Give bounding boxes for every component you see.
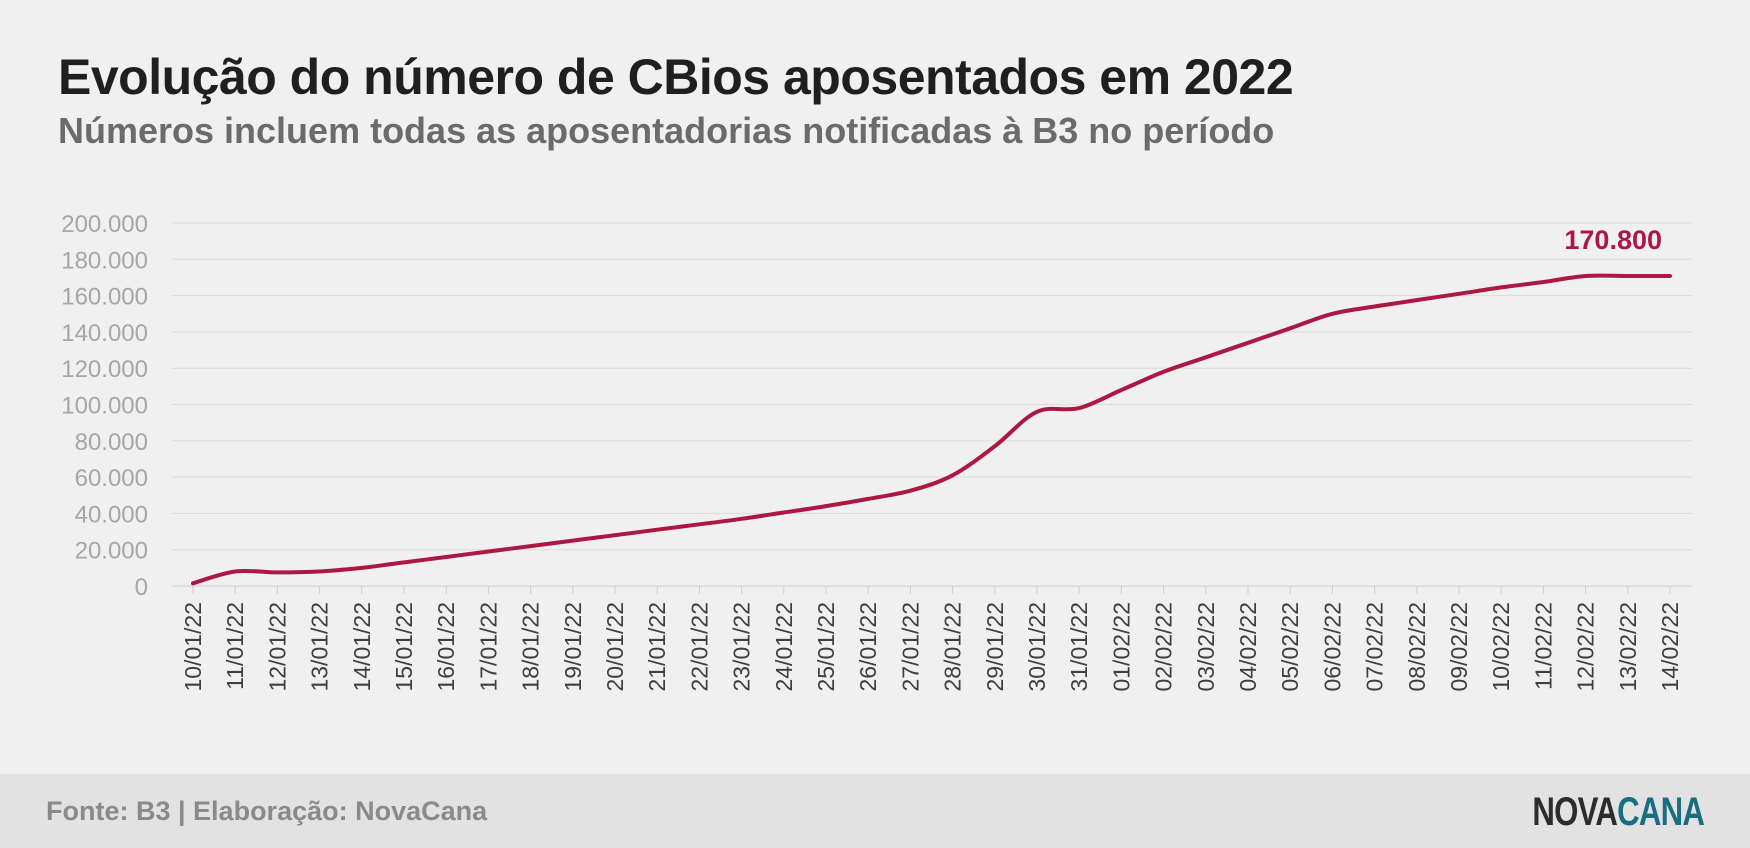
x-tick-label: 09/02/22 xyxy=(1446,602,1472,692)
x-tick-label: 10/02/22 xyxy=(1488,602,1514,692)
x-tick-label: 24/01/22 xyxy=(771,602,797,692)
x-tick-label: 12/01/22 xyxy=(264,602,290,692)
y-tick-label: 100.000 xyxy=(61,393,148,420)
footer: Fonte: B3 | Elaboração: NovaCana NOVACAN… xyxy=(0,774,1750,848)
x-tick-label: 13/01/22 xyxy=(307,602,333,692)
x-tick-label: 20/01/22 xyxy=(602,602,628,692)
chart-title: Evolução do número de CBios aposentados … xyxy=(58,49,1294,105)
y-tick-label: 140.000 xyxy=(61,320,148,347)
x-tick-label: 01/02/22 xyxy=(1108,602,1134,692)
x-tick-label: 16/01/22 xyxy=(433,602,459,692)
x-tick-label: 29/01/22 xyxy=(982,602,1008,692)
x-tick-label: 14/01/22 xyxy=(349,602,375,692)
y-tick-label: 160.000 xyxy=(61,284,148,311)
x-tick-label: 03/02/22 xyxy=(1193,602,1219,692)
x-tick-label: 21/01/22 xyxy=(644,602,670,692)
x-axis-ticks: 10/01/22 11/01/22 12/01/22 13/01/22 14/01/22… xyxy=(180,586,1683,692)
x-tick-label: 30/01/22 xyxy=(1024,602,1050,692)
x-tick-label: 18/01/22 xyxy=(518,602,544,692)
y-tick-label: 180.000 xyxy=(61,247,148,274)
y-tick-label: 0 xyxy=(135,574,148,601)
x-tick-label: 14/02/22 xyxy=(1657,602,1683,692)
x-tick-label: 11/01/22 xyxy=(222,602,248,690)
x-tick-label: 19/01/22 xyxy=(560,602,586,692)
series-line-path xyxy=(191,273,1672,586)
x-tick-label: 23/01/22 xyxy=(729,602,755,692)
y-axis-ticks: 0 20.000 40.000 60.000 80.000 100.000 120.000 1… xyxy=(61,211,148,601)
x-tick-label: 26/01/22 xyxy=(855,602,881,692)
novacana-logo: NOVACANA xyxy=(1532,790,1704,835)
logo-part-cana: CANA xyxy=(1616,790,1705,834)
source-note: Fonte: B3 | Elaboração: NovaCana xyxy=(46,796,488,826)
line-chart: 0 20.000 40.000 60.000 80.000 100.000 120.000 1… xyxy=(61,211,1692,692)
x-tick-label: 06/02/22 xyxy=(1319,602,1345,692)
x-tick-label: 12/02/22 xyxy=(1573,602,1599,692)
logo-part-nova: NOVA xyxy=(1532,790,1617,834)
y-tick-label: 60.000 xyxy=(75,465,148,492)
x-tick-label: 27/01/22 xyxy=(897,602,923,692)
series-line xyxy=(191,273,1672,586)
x-tick-label: 22/01/22 xyxy=(686,602,712,692)
end-value-label: 170.800 xyxy=(1564,225,1662,255)
x-tick-label: 13/02/22 xyxy=(1615,602,1641,692)
x-tick-label: 07/02/22 xyxy=(1362,602,1388,692)
x-tick-label: 08/02/22 xyxy=(1404,602,1430,692)
chart-subtitle: Números incluem todas as aposentadorias … xyxy=(58,110,1275,151)
x-tick-label: 31/01/22 xyxy=(1066,602,1092,692)
x-tick-label: 02/02/22 xyxy=(1151,602,1177,692)
x-tick-label: 11/02/22 xyxy=(1530,602,1556,690)
y-tick-label: 120.000 xyxy=(61,356,148,383)
x-tick-label: 05/02/22 xyxy=(1277,602,1303,692)
y-tick-label: 20.000 xyxy=(75,538,148,565)
x-tick-label: 04/02/22 xyxy=(1235,602,1261,692)
y-tick-label: 200.000 xyxy=(61,211,148,238)
x-tick-label: 10/01/22 xyxy=(180,602,206,692)
x-tick-label: 17/01/22 xyxy=(475,602,501,692)
y-tick-label: 40.000 xyxy=(75,501,148,528)
x-tick-label: 15/01/22 xyxy=(391,602,417,692)
x-tick-label: 28/01/22 xyxy=(940,602,966,692)
grid-lines xyxy=(172,222,1692,587)
x-tick-label: 25/01/22 xyxy=(813,602,839,692)
y-tick-label: 80.000 xyxy=(75,429,148,456)
